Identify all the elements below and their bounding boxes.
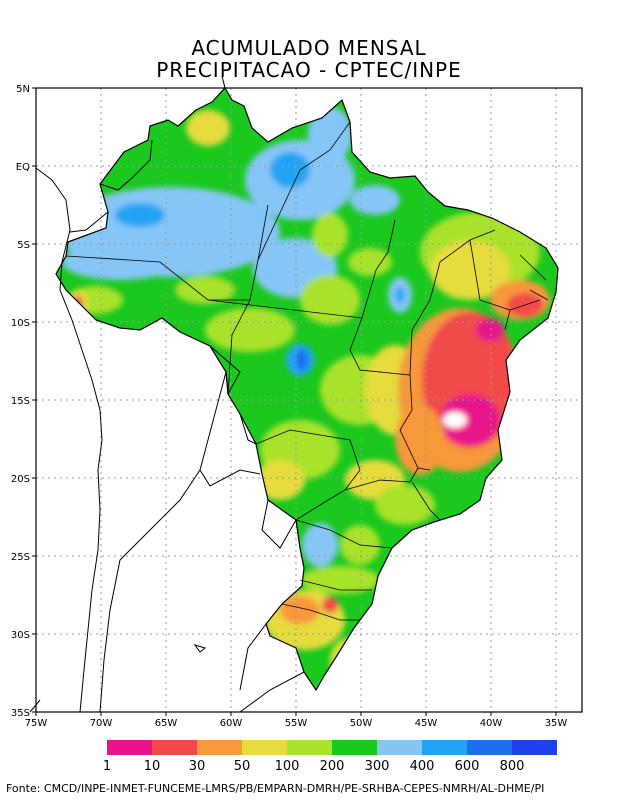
lat-label: 5S <box>17 240 30 251</box>
lat-label: 15S <box>11 396 30 407</box>
colorbar-swatch <box>467 740 512 755</box>
latitude-labels: 5N EQ 5S 10S 15S 20S 25S 30S 35S <box>11 84 30 719</box>
colorbar-label: 1 <box>103 759 111 774</box>
colorbar: 1 10 30 50 100 200 300 400 600 800 <box>103 740 557 774</box>
brazil-outline <box>55 86 559 692</box>
map-title-line2: PRECIPITACAO - CPTEC/INPE <box>156 58 462 82</box>
map-title-line1: ACUMULADO MENSAL <box>191 36 427 60</box>
colorbar-label: 200 <box>320 759 345 774</box>
colorbar-labels: 1 10 30 50 100 200 300 400 600 800 <box>103 759 525 774</box>
lon-label: 35W <box>545 718 568 729</box>
colorbar-swatch <box>287 740 332 755</box>
lat-label: 20S <box>11 474 30 485</box>
colorbar-label: 800 <box>500 759 525 774</box>
colorbar-swatch <box>422 740 467 755</box>
longitude-labels: 75W 70W 65W 60W 55W 50W 45W 40W 35W <box>25 718 568 729</box>
lat-label: 25S <box>11 552 30 563</box>
colorbar-label: 30 <box>189 759 206 774</box>
colorbar-label: 400 <box>410 759 435 774</box>
colorbar-swatch <box>152 740 197 755</box>
lon-label: 65W <box>155 718 178 729</box>
lon-label: 60W <box>220 718 243 729</box>
colorbar-swatch <box>512 740 557 755</box>
colorbar-label: 600 <box>455 759 480 774</box>
tick-marks <box>32 87 557 716</box>
lat-label: 10S <box>11 318 30 329</box>
colorbar-label: 300 <box>365 759 390 774</box>
data-source-credit: Fonte: CMCD/INPE-INMET-FUNCEME-LMRS/PB/E… <box>6 782 545 795</box>
colorbar-label: 100 <box>275 759 300 774</box>
lat-label: 35S <box>11 708 30 719</box>
state-borders <box>65 121 549 621</box>
colorbar-swatch <box>377 740 422 755</box>
lon-label: 55W <box>285 718 308 729</box>
lon-label: 70W <box>90 718 113 729</box>
gridlines <box>36 88 582 712</box>
lon-label: 50W <box>350 718 373 729</box>
lon-label: 75W <box>25 718 48 729</box>
colorbar-swatches <box>107 740 557 755</box>
lon-label: 45W <box>415 718 438 729</box>
lat-label: EQ <box>16 162 30 173</box>
colorbar-label: 50 <box>234 759 251 774</box>
country-borders <box>29 75 305 713</box>
lon-label: 40W <box>480 718 503 729</box>
colorbar-label: 10 <box>144 759 161 774</box>
colorbar-swatch <box>107 740 152 755</box>
lat-label: 30S <box>11 630 30 641</box>
colorbar-swatch <box>242 740 287 755</box>
colorbar-swatch <box>197 740 242 755</box>
colorbar-swatch <box>332 740 377 755</box>
lat-label: 5N <box>16 84 30 95</box>
